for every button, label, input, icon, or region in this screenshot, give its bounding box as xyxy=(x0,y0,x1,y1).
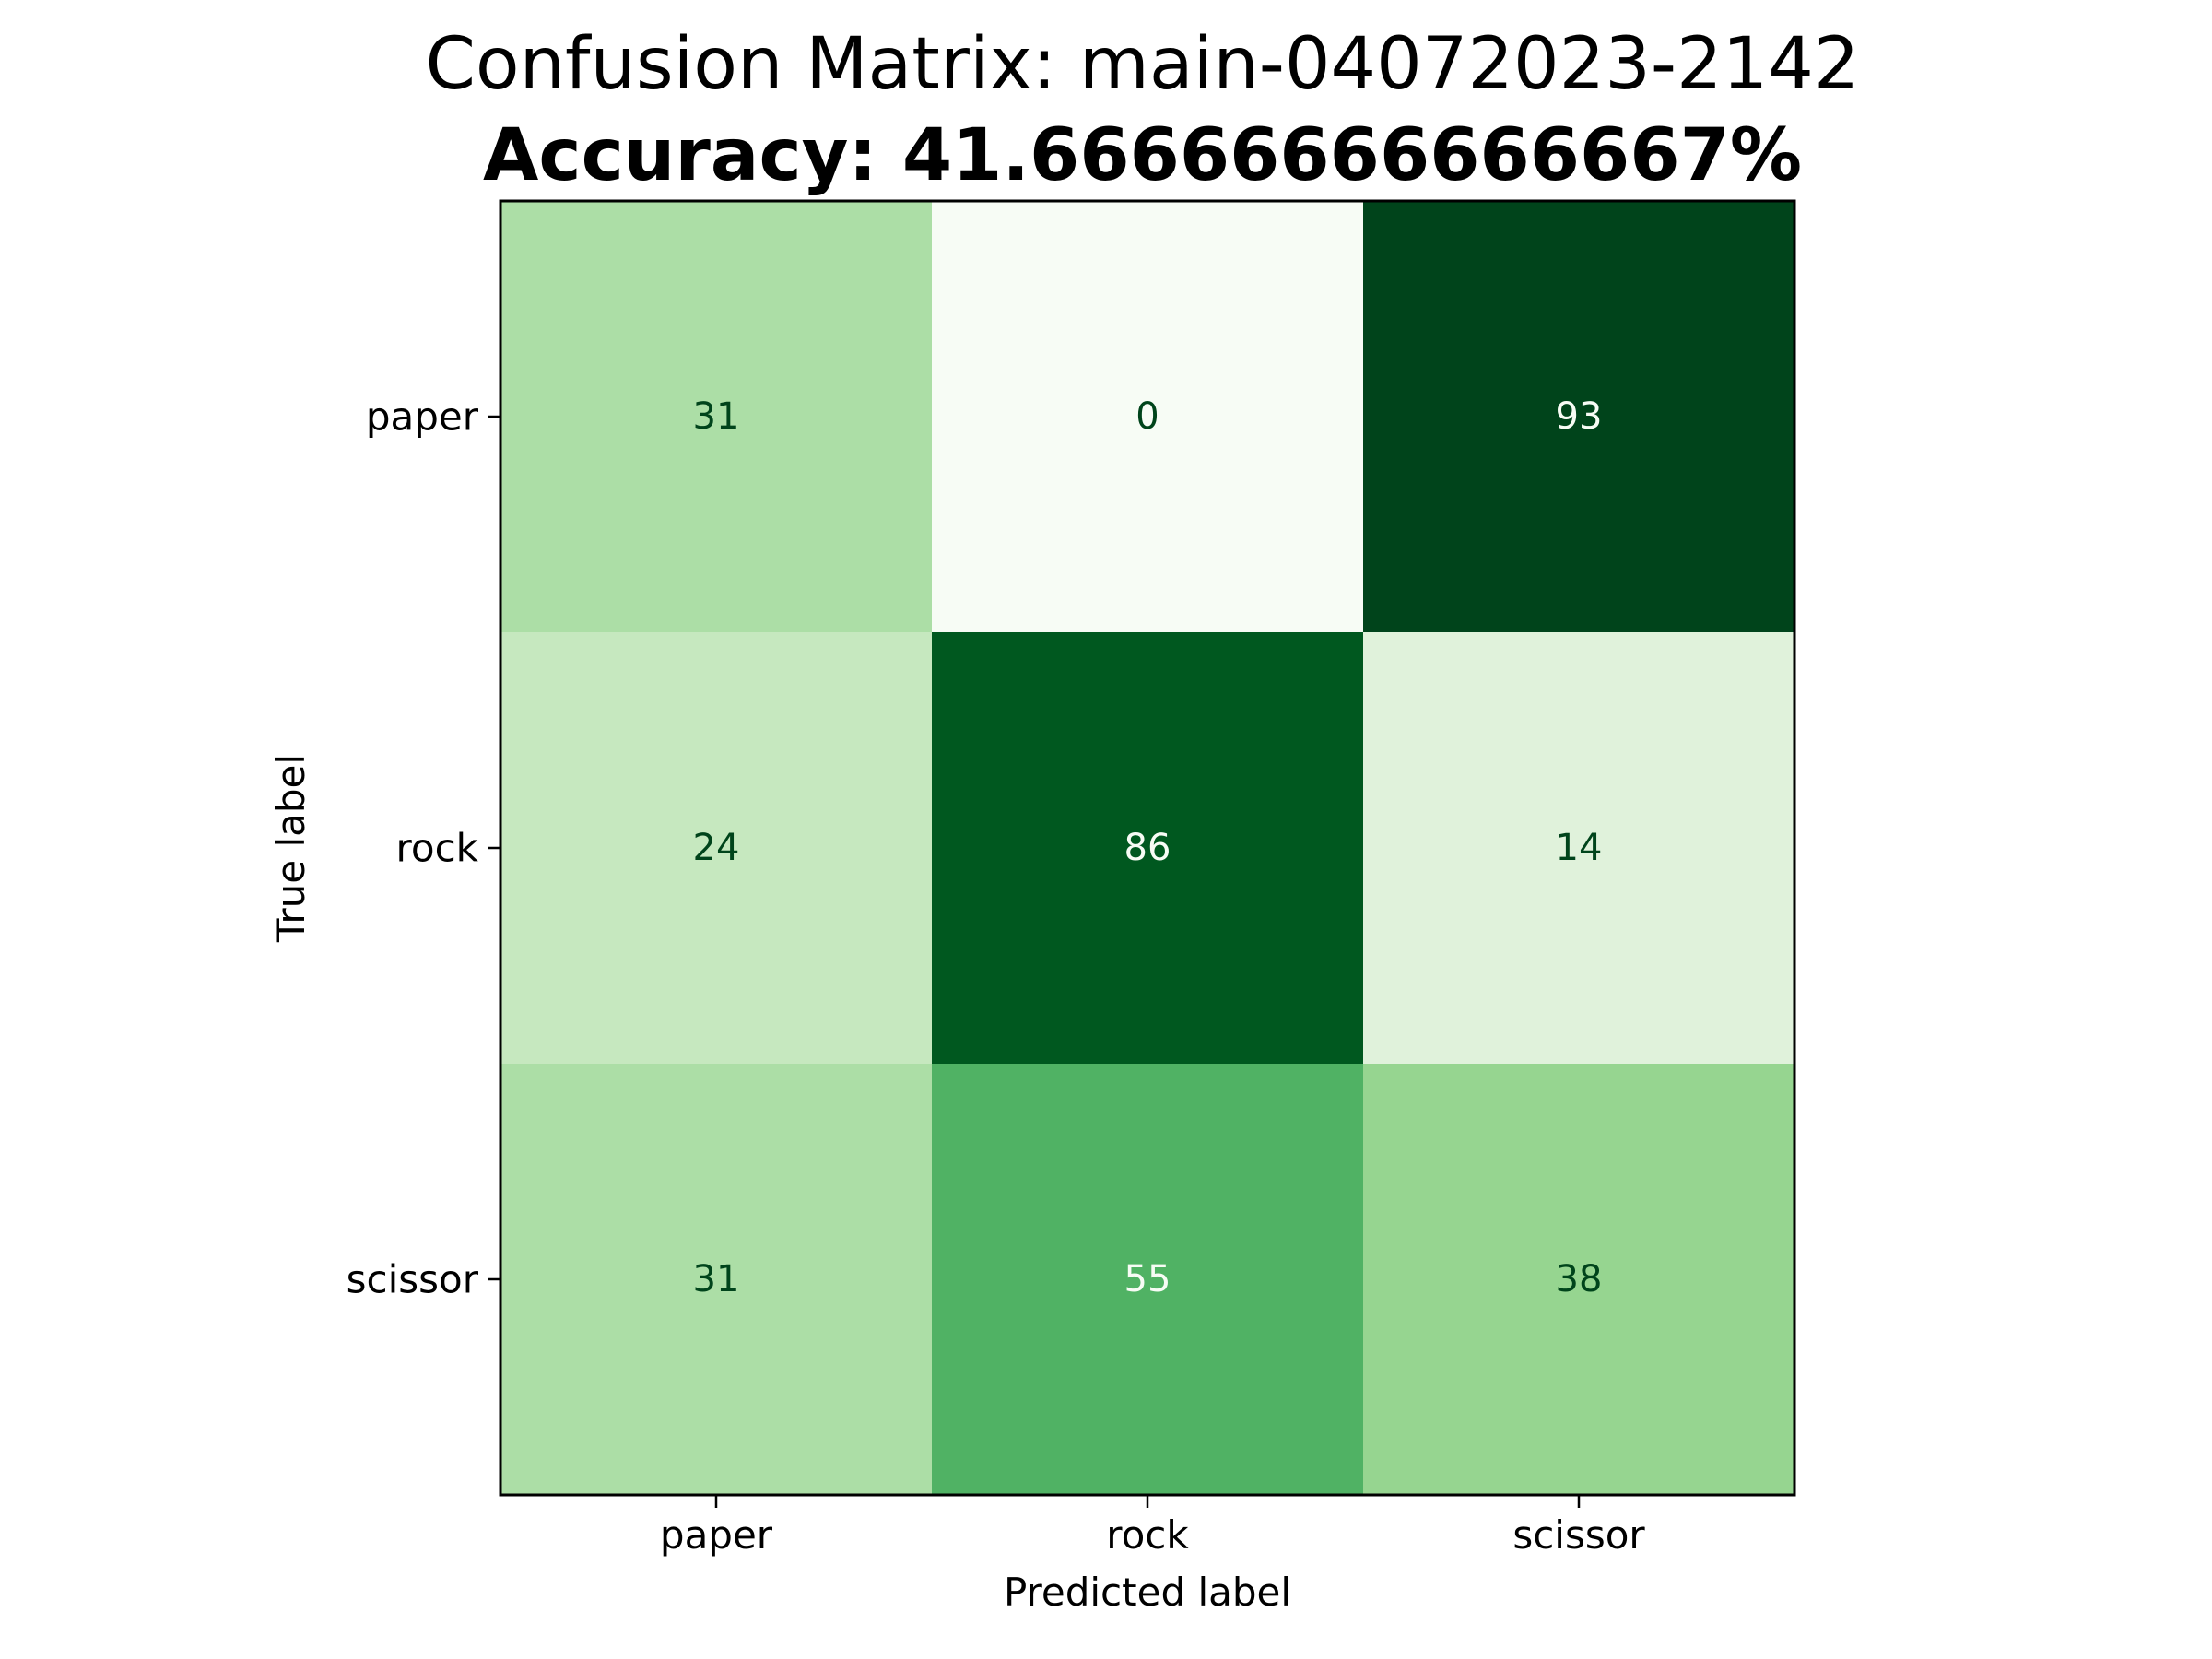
heatmap-cell-rock-rock xyxy=(932,632,1364,1065)
cell-value-label: 31 xyxy=(693,395,740,438)
x-axis-label: Predicted label xyxy=(1004,1570,1291,1615)
heatmap-cell-paper-paper xyxy=(500,201,933,633)
cell-value-label: 55 xyxy=(1124,1258,1171,1300)
cell-value-label: 93 xyxy=(1556,395,1603,438)
x-axis-ticks: paper rock scissor xyxy=(660,1495,1645,1558)
heatmap-cell-rock-paper xyxy=(500,632,933,1065)
cell-value-label: 86 xyxy=(1124,827,1171,869)
cell-value-labels: 31 0 93 24 86 14 31 55 38 xyxy=(693,395,1603,1300)
y-axis-label: True label xyxy=(268,754,313,943)
cell-value-label: 38 xyxy=(1556,1258,1603,1300)
y-tick-label-paper: paper xyxy=(366,394,479,440)
chart-title: Confusion Matrix: main-04072023-2142 xyxy=(425,23,1860,106)
heatmap-cells xyxy=(500,201,1795,1496)
x-tick-label-scissor: scissor xyxy=(1512,1512,1645,1558)
heatmap-cell-paper-rock xyxy=(932,201,1364,633)
heatmap-cell-paper-scissor xyxy=(1363,201,1795,633)
x-tick-label-rock: rock xyxy=(1106,1512,1189,1558)
cell-value-label: 0 xyxy=(1135,395,1159,438)
heatmap-cell-rock-scissor xyxy=(1363,632,1795,1065)
chart-subtitle: Accuracy: 41.66666666666667% xyxy=(482,114,1803,197)
heatmap-cell-scissor-scissor xyxy=(1363,1064,1795,1496)
x-tick-label-paper: paper xyxy=(660,1512,773,1558)
heatmap-cell-scissor-paper xyxy=(500,1064,933,1496)
y-tick-label-rock: rock xyxy=(396,826,479,871)
cell-value-label: 31 xyxy=(693,1258,740,1300)
heatmap-cell-scissor-rock xyxy=(932,1064,1364,1496)
y-tick-label-scissor: scissor xyxy=(347,1257,479,1302)
cell-value-label: 14 xyxy=(1556,827,1603,869)
y-axis-ticks: paper rock scissor xyxy=(347,394,500,1302)
cell-value-label: 24 xyxy=(693,827,740,869)
